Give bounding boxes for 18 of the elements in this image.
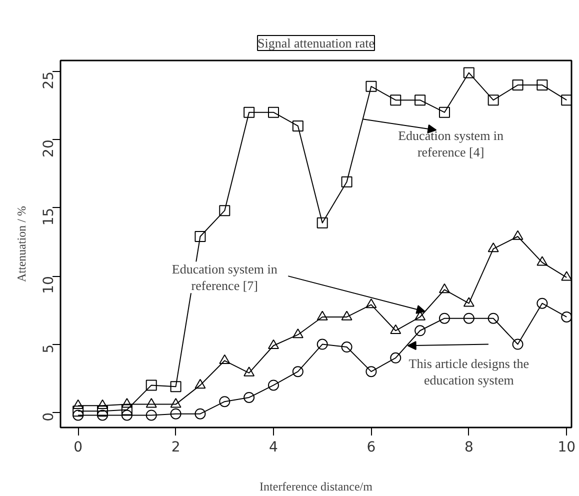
annotation: This article designs the education system: [408, 356, 530, 388]
x-tick-label: 6: [366, 440, 376, 456]
x-tick-label: 0: [74, 440, 83, 456]
chart-title: Signal attenuation rate: [258, 36, 375, 50]
y-axis-title: Attenuation / %: [14, 206, 28, 282]
y-tick-label: 0: [41, 412, 57, 422]
x-tick-label: 2: [171, 440, 180, 456]
y-tick-label: 10: [41, 276, 57, 294]
x-tick-label: 4: [269, 440, 278, 456]
y-tick-label: 25: [41, 71, 57, 90]
x-tick-label: 8: [464, 440, 474, 456]
x-axis-title: Interference distance/m: [260, 480, 374, 494]
y-tick-label: 5: [41, 344, 57, 354]
y-tick-label: 15: [41, 208, 57, 226]
y-tick-label: 20: [41, 140, 57, 158]
x-tick-label: 10: [558, 440, 576, 456]
annotation: Education system in reference [7]: [172, 262, 278, 294]
annotation: Education system in reference [4]: [398, 128, 504, 160]
